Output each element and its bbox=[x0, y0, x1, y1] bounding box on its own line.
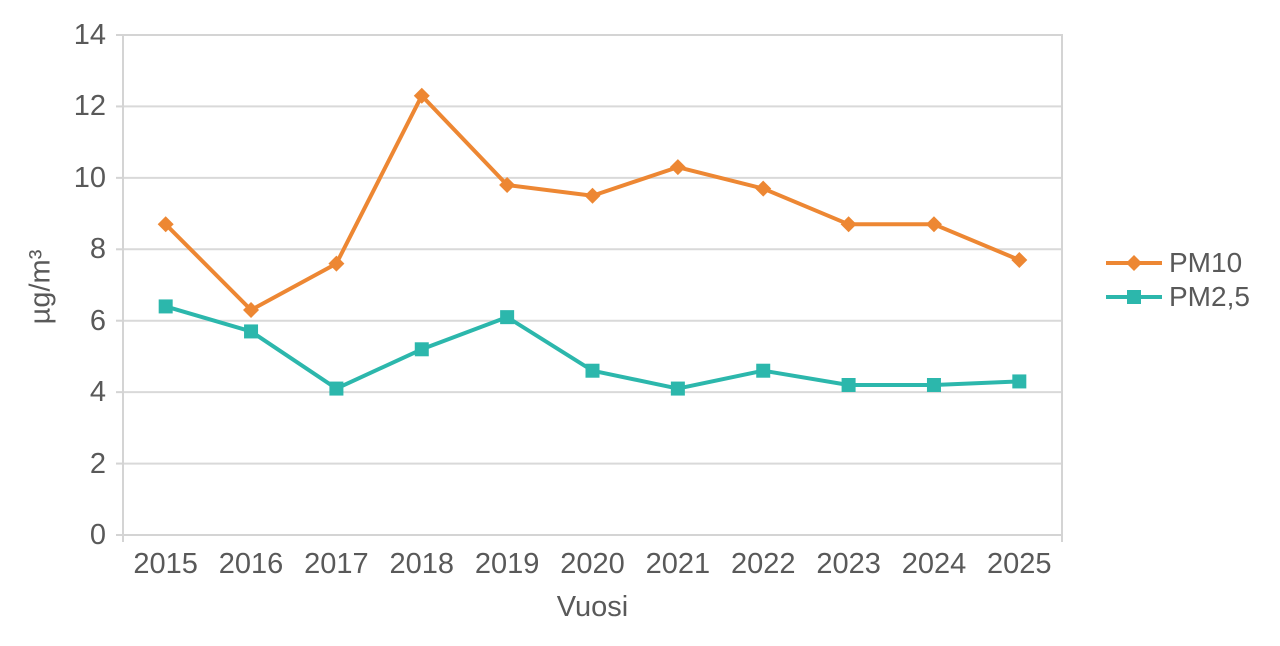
x-tick-label: 2015 bbox=[133, 548, 198, 580]
y-tick-label: 12 bbox=[73, 90, 106, 123]
x-tick-label: 2019 bbox=[474, 548, 540, 580]
data-point-marker bbox=[413, 87, 430, 104]
data-point-marker bbox=[1011, 252, 1028, 268]
x-axis-title: Vuosi bbox=[556, 591, 629, 623]
data-point-marker bbox=[925, 216, 942, 233]
data-point-marker bbox=[756, 363, 771, 378]
data-point-marker bbox=[1126, 255, 1142, 271]
series-pm10 bbox=[157, 87, 1028, 318]
plot-border bbox=[122, 34, 1063, 536]
data-point-marker bbox=[840, 216, 857, 233]
x-tick-label: 2016 bbox=[218, 548, 284, 580]
data-point-marker bbox=[158, 299, 173, 314]
x-tick-label: 2020 bbox=[560, 548, 625, 580]
y-tick-label: 4 bbox=[89, 376, 106, 409]
legend-item-pm10: PM10 bbox=[1106, 246, 1250, 280]
data-point-marker bbox=[243, 302, 260, 318]
data-point-marker bbox=[328, 255, 345, 272]
legend-label-pm10: PM10 bbox=[1169, 247, 1243, 278]
data-point-marker bbox=[414, 342, 429, 357]
data-point-marker bbox=[1012, 374, 1027, 389]
legend-label-pm25: PM2,5 bbox=[1169, 281, 1250, 312]
x-tick-label: 2022 bbox=[730, 548, 796, 580]
x-tick-label: 2021 bbox=[645, 548, 711, 580]
data-point-marker bbox=[755, 180, 772, 197]
data-point-marker bbox=[585, 363, 600, 378]
y-tick-label: 2 bbox=[89, 447, 106, 480]
y-tick-label: 10 bbox=[73, 161, 106, 194]
data-point-marker bbox=[926, 378, 941, 392]
data-point-marker bbox=[500, 310, 515, 325]
data-point-marker bbox=[584, 187, 601, 204]
series-pm25 bbox=[158, 299, 1027, 396]
y-tick-label: 14 bbox=[73, 19, 106, 51]
data-point-marker bbox=[669, 159, 686, 176]
data-point-marker bbox=[157, 216, 174, 233]
y-tick-label: 0 bbox=[89, 519, 106, 551]
data-point-marker bbox=[329, 381, 344, 396]
legend: PM10 PM2,5 bbox=[1106, 246, 1250, 314]
y-tick-label: 6 bbox=[89, 304, 106, 337]
pm10-line-swatch bbox=[1106, 255, 1162, 271]
x-tick-label: 2025 bbox=[987, 548, 1052, 580]
data-point-marker bbox=[499, 177, 516, 193]
x-tick-label: 2017 bbox=[304, 548, 369, 580]
x-tick-label: 2024 bbox=[901, 548, 967, 580]
data-point-marker bbox=[841, 378, 856, 392]
data-point-marker bbox=[1127, 290, 1141, 304]
x-tick-label: 2023 bbox=[816, 548, 881, 580]
data-point-marker bbox=[670, 381, 685, 396]
pm25-line-swatch bbox=[1106, 290, 1162, 304]
data-point-marker bbox=[244, 324, 259, 339]
y-tick-label: 8 bbox=[89, 233, 106, 266]
x-tick-label: 2018 bbox=[389, 548, 455, 580]
legend-item-pm25: PM2,5 bbox=[1106, 280, 1250, 314]
